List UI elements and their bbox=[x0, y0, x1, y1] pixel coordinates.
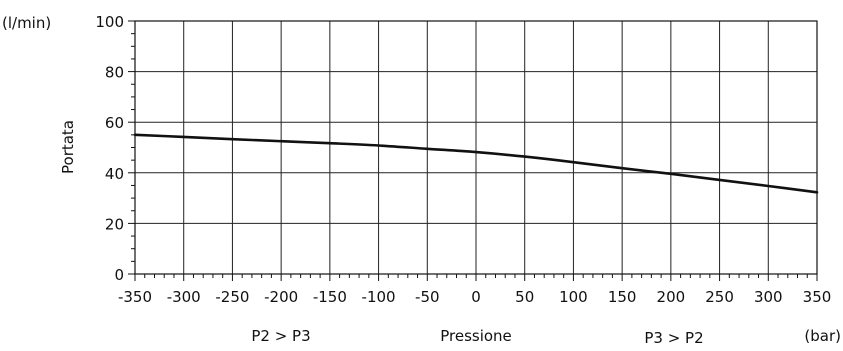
plot-frame bbox=[134, 20, 818, 275]
x-tick-label: 100 bbox=[559, 288, 588, 306]
x-tick-label: -50 bbox=[415, 288, 440, 306]
x-tick-label: 300 bbox=[754, 288, 783, 306]
y-tick-labels: 0 20 40 60 80 100 bbox=[95, 13, 124, 284]
x-tick-label: 350 bbox=[803, 288, 832, 306]
x-tick-label: -100 bbox=[362, 288, 396, 306]
y-tick-label: 80 bbox=[105, 64, 124, 82]
x-axis-label: Pressione bbox=[440, 327, 512, 345]
minor-ticks bbox=[128, 20, 818, 281]
x-tick-label: 200 bbox=[657, 288, 686, 306]
x-tick-label: 150 bbox=[608, 288, 637, 306]
y-tick-label: 20 bbox=[105, 215, 124, 233]
x-tick-label: 50 bbox=[515, 288, 534, 306]
x-tick-label: -300 bbox=[167, 288, 201, 306]
y-tick-label: 40 bbox=[105, 165, 124, 183]
grid-lines bbox=[134, 20, 818, 275]
x-tick-label: -200 bbox=[264, 288, 298, 306]
x-unit-label: (bar) bbox=[804, 327, 841, 345]
y-tick-label: 100 bbox=[95, 13, 124, 31]
x-tick-label: -350 bbox=[118, 288, 152, 306]
x-tick-label: -250 bbox=[215, 288, 249, 306]
y-unit-label: (l/min) bbox=[2, 14, 51, 32]
x-tick-label: 250 bbox=[705, 288, 734, 306]
y-tick-label: 0 bbox=[114, 266, 124, 284]
y-tick-label: 60 bbox=[105, 114, 124, 132]
y-axis-label: Portata bbox=[59, 120, 77, 174]
x-tick-label: 0 bbox=[471, 288, 481, 306]
region-label-left: P2 > P3 bbox=[251, 327, 310, 345]
x-tick-label: -150 bbox=[313, 288, 347, 306]
region-label-right: P3 > P2 bbox=[644, 329, 703, 347]
x-tick-labels: -350 -300 -250 -200 -150 -100 -50 0 50 100 150 200 2… bbox=[118, 288, 831, 306]
flow-curve bbox=[133, 133, 819, 194]
